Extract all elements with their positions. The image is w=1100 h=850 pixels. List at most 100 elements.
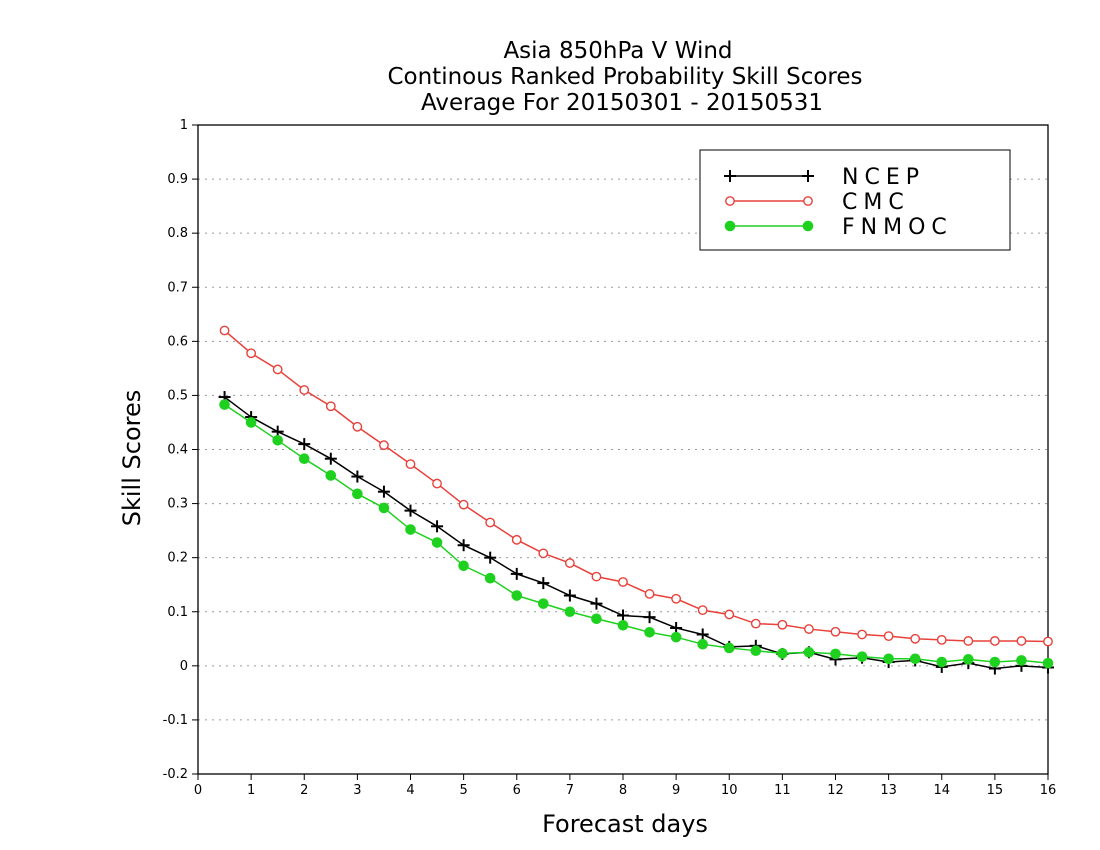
x-tick-label: 12 bbox=[827, 783, 844, 798]
legend-box bbox=[699, 149, 1011, 251]
chart-title-line-2: Continous Ranked Probability Skill Score… bbox=[387, 64, 862, 90]
x-tick-label: 3 bbox=[353, 783, 361, 798]
data-point-cmc bbox=[432, 478, 442, 489]
data-point-ncep bbox=[351, 470, 364, 483]
data-point-cmc bbox=[379, 440, 389, 451]
data-point-fnmoc bbox=[564, 606, 576, 618]
legend-marker-cmc bbox=[725, 196, 735, 206]
data-point-fnmoc bbox=[538, 598, 549, 609]
y-tick-label: -0.1 bbox=[163, 713, 188, 728]
series-line-ncep bbox=[224, 396, 1049, 670]
x-tick-label: 14 bbox=[933, 783, 950, 798]
y-tick-label: 0.5 bbox=[167, 388, 188, 403]
legend-item-cmc: CMC bbox=[725, 190, 904, 215]
y-tick-label: 0.3 bbox=[167, 497, 188, 512]
x-tick-label: 15 bbox=[987, 783, 1004, 798]
data-point-ncep bbox=[643, 611, 656, 624]
data-point-ncep bbox=[696, 628, 709, 641]
data-point-fnmoc bbox=[883, 653, 894, 665]
data-point-cmc bbox=[511, 534, 522, 545]
data-point-cmc bbox=[485, 517, 496, 528]
axes: -0.2-0.100.10.20.30.40.50.60.70.80.910 1 2… bbox=[163, 118, 1057, 798]
data-point-cmc bbox=[910, 633, 921, 644]
data-point-fnmoc bbox=[378, 502, 390, 514]
data-point-cmc bbox=[272, 364, 283, 375]
data-point-fnmoc bbox=[1042, 657, 1054, 669]
data-point-fnmoc bbox=[591, 613, 602, 625]
data-point-fnmoc bbox=[750, 645, 762, 656]
data-point-cmc bbox=[883, 631, 894, 641]
data-point-ncep bbox=[537, 577, 550, 590]
data-point-cmc bbox=[325, 401, 336, 412]
data-point-fnmoc bbox=[325, 470, 337, 481]
data-point-cmc bbox=[963, 636, 974, 646]
legend-marker-cmc bbox=[803, 196, 813, 206]
y-tick-label: 0.9 bbox=[167, 172, 188, 187]
x-tick-label: 10 bbox=[721, 783, 738, 798]
data-point-fnmoc bbox=[909, 653, 921, 665]
legend-marker-ncep bbox=[802, 170, 814, 182]
series-ncep bbox=[218, 391, 1054, 675]
data-point-ncep bbox=[431, 520, 444, 533]
data-point-cmc bbox=[538, 548, 549, 559]
data-point-cmc bbox=[936, 634, 947, 645]
data-point-fnmoc bbox=[352, 488, 363, 500]
x-tick-label: 13 bbox=[880, 783, 897, 798]
y-tick-label: 0 bbox=[180, 659, 188, 674]
legend-item-fnmoc: FNMOC bbox=[724, 215, 953, 240]
data-point-cmc bbox=[830, 626, 841, 637]
x-tick-label: 0 bbox=[194, 783, 202, 798]
data-point-fnmoc bbox=[936, 656, 948, 668]
x-tick-label: 11 bbox=[774, 783, 791, 798]
y-tick-label: -0.2 bbox=[163, 767, 188, 782]
data-point-ncep bbox=[324, 452, 337, 465]
grid-lines bbox=[198, 178, 1048, 721]
data-point-cmc bbox=[671, 593, 682, 604]
chart-title-line-3: Average For 20150301 - 20150531 bbox=[421, 90, 823, 116]
legend-marker-fnmoc bbox=[724, 220, 736, 232]
series-line-fnmoc bbox=[224, 403, 1049, 664]
data-point-fnmoc bbox=[697, 638, 708, 650]
data-point-cmc bbox=[299, 385, 310, 395]
data-point-fnmoc bbox=[458, 560, 469, 572]
data-point-fnmoc bbox=[803, 647, 815, 658]
data-point-cmc bbox=[1043, 636, 1053, 647]
data-point-fnmoc bbox=[644, 627, 655, 638]
legend-label-fnmoc: FNMOC bbox=[842, 215, 953, 240]
data-point-fnmoc bbox=[511, 590, 523, 601]
data-point-ncep bbox=[404, 504, 417, 517]
data-point-fnmoc bbox=[431, 537, 443, 548]
x-tick-label: 7 bbox=[566, 783, 574, 798]
data-point-cmc bbox=[750, 618, 761, 629]
plot-series bbox=[218, 325, 1054, 675]
data-point-cmc bbox=[219, 325, 230, 336]
data-point-cmc bbox=[697, 605, 708, 616]
y-tick-label: 1 bbox=[180, 118, 188, 133]
data-point-fnmoc bbox=[777, 648, 788, 659]
data-point-ncep bbox=[563, 589, 576, 602]
data-point-fnmoc bbox=[856, 651, 868, 662]
legend-marker-ncep bbox=[724, 170, 736, 182]
y-tick-label: 0.2 bbox=[167, 551, 188, 566]
data-point-cmc bbox=[857, 629, 867, 640]
x-tick-label: 5 bbox=[459, 783, 467, 798]
data-point-ncep bbox=[484, 551, 497, 564]
y-tick-label: 0.1 bbox=[167, 605, 188, 620]
data-point-cmc bbox=[458, 499, 469, 510]
data-point-cmc bbox=[564, 558, 575, 568]
y-tick-label: 0.7 bbox=[167, 280, 188, 295]
series-fnmoc bbox=[219, 399, 1054, 669]
data-point-fnmoc bbox=[1016, 655, 1027, 666]
legend-marker-fnmoc bbox=[802, 220, 814, 232]
chart-title-line-1: Asia 850hPa V Wind bbox=[503, 38, 732, 64]
legend-label-ncep: NCEP bbox=[842, 165, 925, 190]
data-point-ncep bbox=[590, 597, 603, 610]
data-point-ncep bbox=[377, 485, 390, 498]
x-axis-label: Forecast days bbox=[542, 810, 708, 838]
y-tick-label: 0.4 bbox=[167, 443, 188, 458]
x-tick-label: 2 bbox=[300, 783, 308, 798]
data-point-ncep bbox=[510, 567, 523, 580]
data-point-fnmoc bbox=[989, 656, 1001, 668]
data-point-cmc bbox=[644, 589, 655, 599]
